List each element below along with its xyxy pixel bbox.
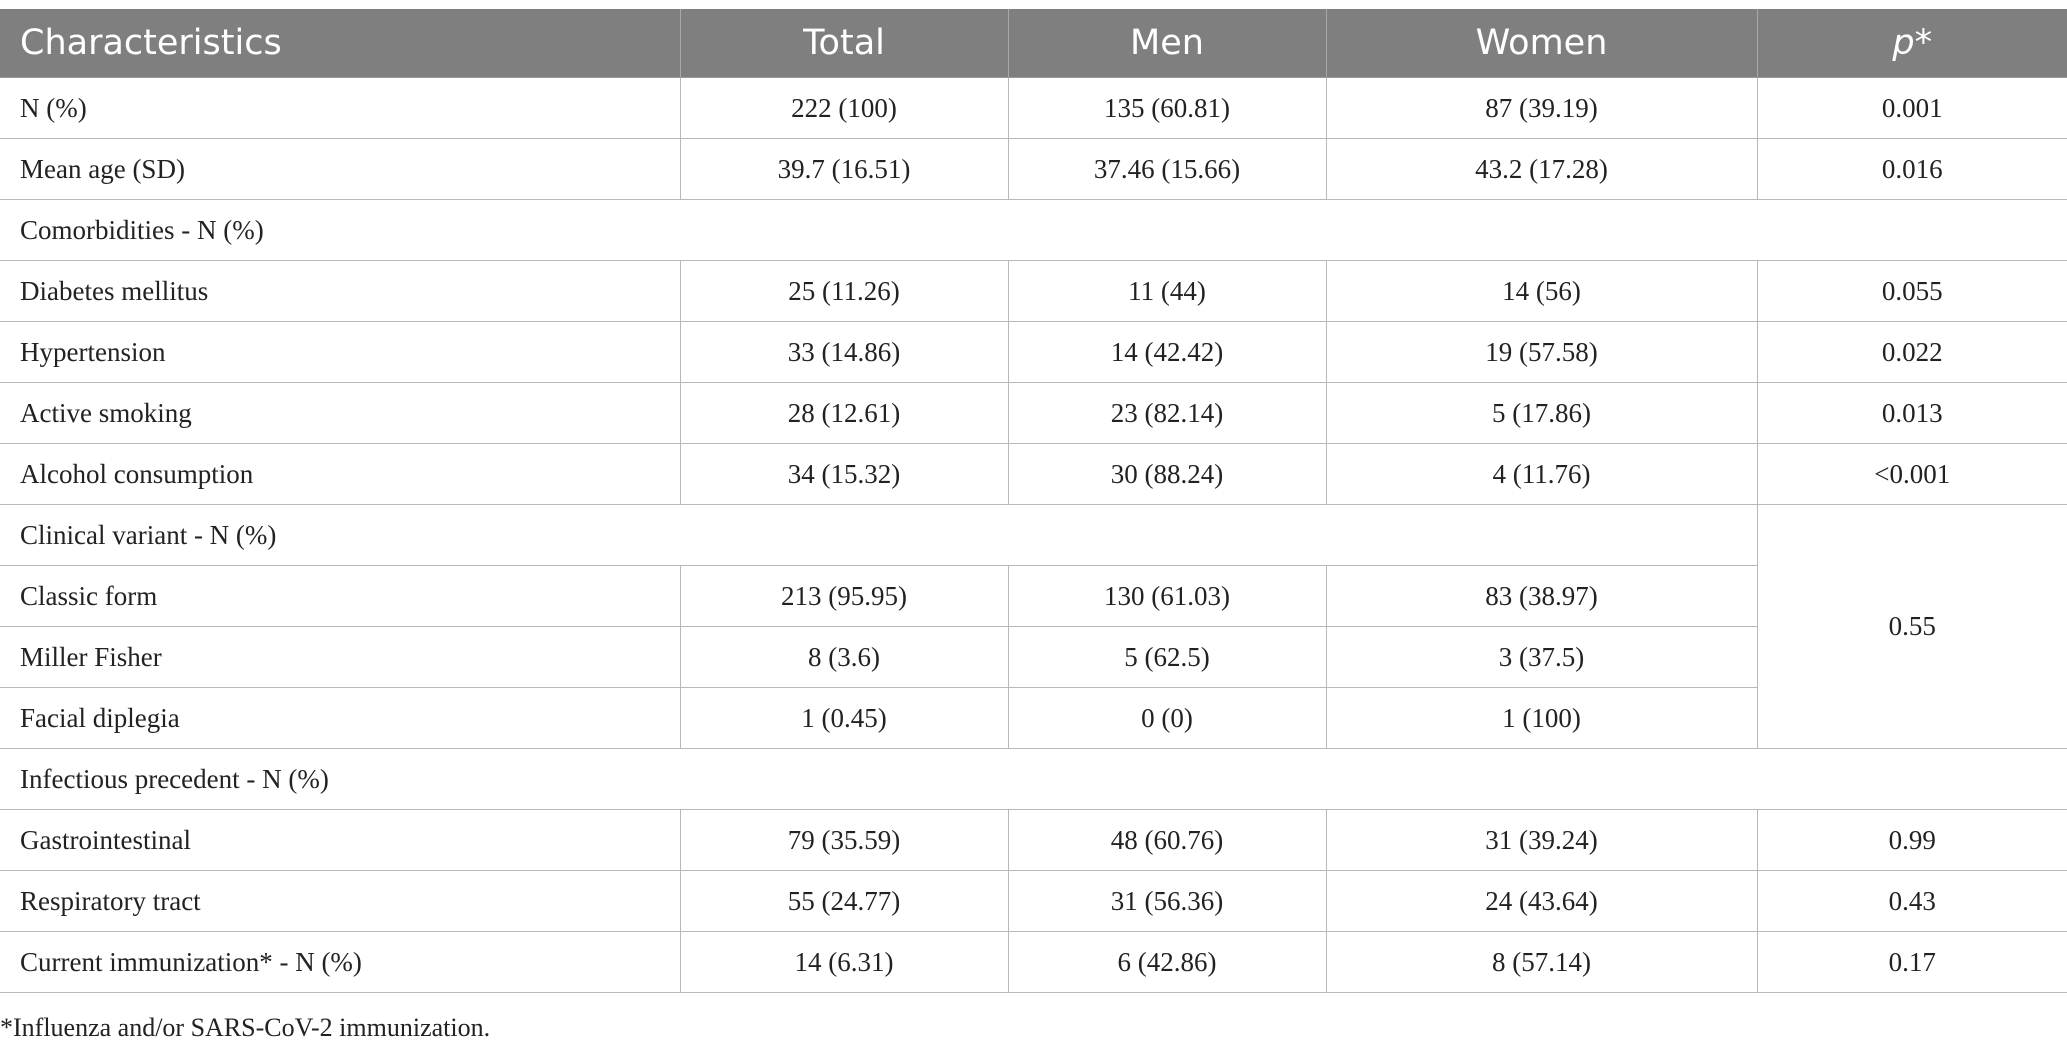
cell-men: 14 (42.42) bbox=[1007, 321, 1327, 383]
cell-p-value-merged: 0.55 bbox=[1756, 504, 2067, 749]
row-label: Miller Fisher bbox=[0, 626, 681, 688]
table-row: Current immunization* - N (%) 14 (6.31) … bbox=[0, 931, 2067, 993]
table-row: Hypertension 33 (14.86) 14 (42.42) 19 (5… bbox=[0, 321, 2067, 383]
row-label: Facial diplegia bbox=[0, 687, 681, 749]
cell-total: 8 (3.6) bbox=[679, 626, 1009, 688]
row-label: N (%) bbox=[0, 77, 681, 139]
cell-p-value: 0.43 bbox=[1756, 870, 2067, 932]
section-label: Clinical variant - N (%) bbox=[0, 504, 1758, 566]
table-row: Respiratory tract 55 (24.77) 31 (56.36) … bbox=[0, 870, 2067, 932]
cell-total: 213 (95.95) bbox=[679, 565, 1009, 627]
table-row: Mean age (SD) 39.7 (16.51) 37.46 (15.66)… bbox=[0, 138, 2067, 200]
cell-women: 8 (57.14) bbox=[1325, 931, 1758, 993]
cell-men: 6 (42.86) bbox=[1007, 931, 1327, 993]
row-label: Diabetes mellitus bbox=[0, 260, 681, 322]
cell-men: 31 (56.36) bbox=[1007, 870, 1327, 932]
cell-total: 222 (100) bbox=[679, 77, 1009, 139]
row-label: Current immunization* - N (%) bbox=[0, 931, 681, 993]
cell-men: 23 (82.14) bbox=[1007, 382, 1327, 444]
header-total: Total bbox=[680, 9, 1009, 78]
cell-women: 4 (11.76) bbox=[1325, 443, 1758, 505]
cell-p-value: 0.99 bbox=[1756, 809, 2067, 871]
cell-women: 14 (56) bbox=[1325, 260, 1758, 322]
cell-men: 11 (44) bbox=[1007, 260, 1327, 322]
cell-total: 14 (6.31) bbox=[679, 931, 1009, 993]
cell-p-value: 0.022 bbox=[1756, 321, 2067, 383]
header-women: Women bbox=[1326, 9, 1758, 78]
cell-men: 130 (61.03) bbox=[1007, 565, 1327, 627]
cell-p-value: 0.001 bbox=[1756, 77, 2067, 139]
row-label: Alcohol consumption bbox=[0, 443, 681, 505]
row-label: Classic form bbox=[0, 565, 681, 627]
cell-women: 31 (39.24) bbox=[1325, 809, 1758, 871]
cell-total: 33 (14.86) bbox=[679, 321, 1009, 383]
table-row: Diabetes mellitus 25 (11.26) 11 (44) 14 … bbox=[0, 260, 2067, 322]
section-label: Comorbidities - N (%) bbox=[0, 199, 2067, 261]
cell-total: 39.7 (16.51) bbox=[679, 138, 1009, 200]
cell-women: 5 (17.86) bbox=[1325, 382, 1758, 444]
header-characteristics: Characteristics bbox=[0, 9, 681, 78]
cell-women: 43.2 (17.28) bbox=[1325, 138, 1758, 200]
table-row: Classic form 213 (95.95) 130 (61.03) 83 … bbox=[0, 565, 2067, 627]
cell-women: 87 (39.19) bbox=[1325, 77, 1758, 139]
cell-women: 3 (37.5) bbox=[1325, 626, 1757, 688]
cell-men: 5 (62.5) bbox=[1007, 626, 1327, 688]
table-footnote: *Influenza and/or SARS-CoV-2 immunizatio… bbox=[0, 1013, 491, 1042]
cell-women: 83 (38.97) bbox=[1325, 565, 1757, 627]
header-row: Characteristics Total Men Women p* bbox=[0, 9, 2067, 78]
table-container: Characteristics Total Men Women p* N (%)… bbox=[0, 9, 2067, 993]
row-label: Mean age (SD) bbox=[0, 138, 681, 200]
table-row: Alcohol consumption 34 (15.32) 30 (88.24… bbox=[0, 443, 2067, 505]
cell-p-value: 0.013 bbox=[1756, 382, 2067, 444]
cell-p-value: 0.055 bbox=[1756, 260, 2067, 322]
cell-men: 37.46 (15.66) bbox=[1007, 138, 1327, 200]
cell-p-value: 0.016 bbox=[1756, 138, 2067, 200]
row-label: Hypertension bbox=[0, 321, 681, 383]
cell-total: 28 (12.61) bbox=[679, 382, 1009, 444]
table-row: N (%) 222 (100) 135 (60.81) 87 (39.19) 0… bbox=[0, 77, 2067, 139]
cell-men: 48 (60.76) bbox=[1007, 809, 1327, 871]
cell-total: 1 (0.45) bbox=[679, 687, 1009, 749]
cell-p-value: <0.001 bbox=[1756, 443, 2067, 505]
cell-women: 19 (57.58) bbox=[1325, 321, 1758, 383]
section-row: Infectious precedent - N (%) bbox=[0, 748, 2067, 810]
row-label: Respiratory tract bbox=[0, 870, 681, 932]
cell-p-value: 0.17 bbox=[1756, 931, 2067, 993]
characteristics-table: Characteristics Total Men Women p* N (%)… bbox=[0, 9, 2067, 993]
row-label: Gastrointestinal bbox=[0, 809, 681, 871]
section-row: Comorbidities - N (%) bbox=[0, 199, 2067, 261]
cell-men: 30 (88.24) bbox=[1007, 443, 1327, 505]
cell-men: 0 (0) bbox=[1007, 687, 1327, 749]
cell-total: 34 (15.32) bbox=[679, 443, 1009, 505]
header-p-value: p* bbox=[1757, 9, 2067, 78]
table-row: Active smoking 28 (12.61) 23 (82.14) 5 (… bbox=[0, 382, 2067, 444]
section-label: Infectious precedent - N (%) bbox=[0, 748, 2067, 810]
row-label: Active smoking bbox=[0, 382, 681, 444]
cell-total: 79 (35.59) bbox=[679, 809, 1009, 871]
header-men: Men bbox=[1008, 9, 1327, 78]
cell-women: 24 (43.64) bbox=[1325, 870, 1758, 932]
table-row: Miller Fisher 8 (3.6) 5 (62.5) 3 (37.5) bbox=[0, 626, 2067, 688]
cell-total: 55 (24.77) bbox=[679, 870, 1009, 932]
cell-total: 25 (11.26) bbox=[679, 260, 1009, 322]
cell-men: 135 (60.81) bbox=[1007, 77, 1327, 139]
table-row: Gastrointestinal 79 (35.59) 48 (60.76) 3… bbox=[0, 809, 2067, 871]
cell-women: 1 (100) bbox=[1325, 687, 1757, 749]
table-row: Facial diplegia 1 (0.45) 0 (0) 1 (100) bbox=[0, 687, 2067, 749]
section-row: Clinical variant - N (%) 0.55 bbox=[0, 504, 2067, 749]
